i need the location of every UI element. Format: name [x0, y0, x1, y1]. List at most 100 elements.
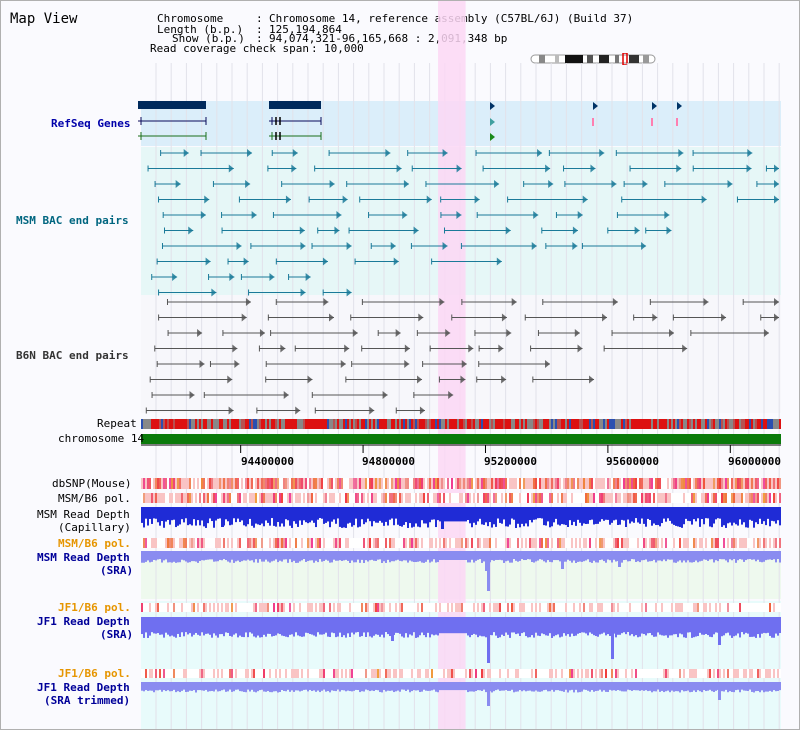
- msm-cap-bar: [255, 507, 257, 524]
- jf1-pol2-cell: [661, 669, 663, 678]
- jf1-pol2-cell: [267, 669, 269, 678]
- repeat-segment: [383, 419, 385, 429]
- jf1-trim-bar: [673, 682, 675, 692]
- jf1-pol2-cell: [487, 669, 489, 678]
- msm-pol2-cell: [643, 538, 645, 548]
- msm-cap-bar: [675, 507, 677, 526]
- msm-pol2-cell: [245, 538, 247, 548]
- msm-sra-bar: [473, 551, 475, 563]
- msm-cap-bar: [377, 507, 379, 523]
- msm-pol-cell: [473, 493, 475, 503]
- jf1-trim-bar-spike: [718, 682, 721, 700]
- msm-sra-bar: [681, 551, 683, 563]
- msm-cap-bar: [475, 507, 477, 525]
- msm-sra-bar: [677, 551, 679, 562]
- jf1-trim-bar: [413, 682, 415, 691]
- jf1-sra-bar: [287, 617, 289, 638]
- msm-pol-cell: [237, 493, 239, 503]
- jf1-trim-bar: [395, 682, 397, 692]
- jf1-pol-cell: [699, 603, 701, 612]
- msm-sra-bar: [363, 551, 365, 563]
- msm-pol2-cell: [745, 538, 747, 548]
- dbsnp-cell: [529, 478, 531, 489]
- jf1-pol-cell: [441, 603, 443, 612]
- msm-pol-cell: [677, 493, 679, 503]
- dbsnp-cell: [433, 478, 435, 489]
- chromosome-ideogram[interactable]: [529, 53, 657, 65]
- repeat-segment: [473, 419, 475, 429]
- jf1-trim-bar: [595, 682, 597, 691]
- jf1-pol-cell: [439, 603, 441, 612]
- dbsnp-cell: [565, 478, 567, 489]
- jf1-pol-cell: [241, 603, 243, 612]
- jf1-sra-bar: [643, 617, 645, 635]
- jf1-pol2-cell: [721, 669, 723, 678]
- dbsnp-cell: [393, 478, 395, 489]
- dbsnp-cell: [477, 478, 479, 489]
- msm-pol2-cell: [469, 538, 471, 548]
- repeat-segment: [349, 419, 351, 429]
- jf1-sra-bar: [345, 617, 347, 638]
- jf1-sra-bar: [443, 617, 445, 634]
- msm-pol-cell: [517, 493, 519, 503]
- jf1-sra-bar: [709, 617, 711, 637]
- jf1-sra-bar: [627, 617, 629, 633]
- repeat-segment: [529, 419, 531, 429]
- jf1-pol-cell: [697, 603, 699, 612]
- jf1-pol2-cell: [325, 669, 327, 678]
- jf1-pol2-cell: [627, 669, 629, 678]
- msm-sra-bar: [447, 551, 449, 560]
- jf1-sra-bar: [427, 617, 429, 633]
- jf1-pol2-cell: [705, 669, 707, 678]
- repeat-segment: [531, 419, 533, 429]
- jf1-trim-bar: [255, 682, 257, 693]
- dbsnp-cell: [391, 478, 393, 489]
- jf1-trim-bar: [501, 682, 503, 691]
- repeat-segment: [501, 419, 503, 429]
- msm-pol-cell: [663, 493, 665, 503]
- repeat-segment: [597, 419, 599, 429]
- jf1-sra-bar: [545, 617, 547, 636]
- jf1-sra-bar: [605, 617, 607, 636]
- msm-pol2-cell: [333, 538, 335, 548]
- jf1-pol-cell: [521, 603, 523, 612]
- jf1-pol-cell: [393, 603, 395, 612]
- repeat-segment: [151, 419, 153, 429]
- jf1-sra-bar: [779, 617, 781, 634]
- msm-cap-bar: [543, 507, 545, 526]
- msm-cap-bar: [491, 507, 493, 528]
- jf1-pol-cell: [645, 603, 647, 612]
- msm-pol2-cell: [651, 538, 653, 548]
- repeat-segment: [305, 419, 307, 429]
- msm-pol-cell: [163, 493, 165, 503]
- msm-pol2-cell: [195, 538, 197, 548]
- jf1-pol2-cell: [609, 669, 611, 678]
- msm-sra-bar: [505, 551, 507, 562]
- jf1-pol-cell: [199, 603, 201, 612]
- jf1-sra-bar: [579, 617, 581, 634]
- jf1-sra-bar: [441, 617, 443, 634]
- msm-cap-bar: [713, 507, 715, 524]
- dbsnp-cell: [287, 478, 289, 489]
- dbsnp-cell: [167, 478, 169, 489]
- jf1-pol2-cell: [399, 669, 401, 678]
- jf1-pol2-cell: [537, 669, 539, 678]
- repeat-segment: [647, 419, 649, 429]
- jf1-trim-bar: [533, 682, 535, 692]
- jf1-pol2-cell: [763, 669, 765, 678]
- msm-pol2-cell: [411, 538, 413, 548]
- msm-sra-bar: [377, 551, 379, 560]
- dbsnp-cell: [323, 478, 325, 489]
- jf1-trim-bar: [763, 682, 765, 693]
- jf1-sra-bar: [215, 617, 217, 636]
- msm-pol-cell: [145, 493, 147, 503]
- jf1-pol2-cell: [233, 669, 235, 678]
- jf1-pol2-cell: [321, 669, 323, 678]
- jf1-pol-cell: [499, 603, 501, 612]
- msm-sra-bar: [417, 551, 419, 562]
- refseq-gene-arrow: [593, 102, 598, 110]
- jf1-sra-bar: [371, 617, 373, 638]
- repeat-segment: [625, 419, 627, 429]
